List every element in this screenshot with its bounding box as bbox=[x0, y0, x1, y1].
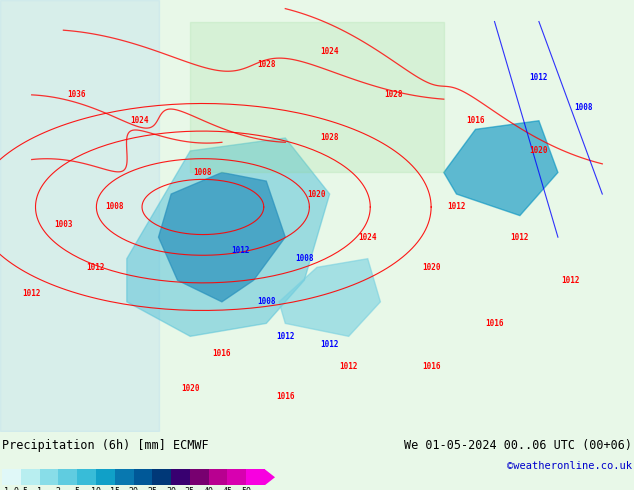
Text: 1024: 1024 bbox=[130, 116, 149, 125]
Bar bbox=[246, 469, 265, 485]
Text: 1008: 1008 bbox=[105, 202, 124, 212]
Text: 1008: 1008 bbox=[257, 297, 276, 306]
Text: 0.5: 0.5 bbox=[13, 487, 29, 490]
Text: 1016: 1016 bbox=[276, 392, 295, 401]
Bar bbox=[209, 469, 228, 485]
Text: 1036: 1036 bbox=[67, 90, 86, 99]
Text: 1012: 1012 bbox=[276, 332, 295, 341]
Bar bbox=[115, 469, 134, 485]
Text: ©weatheronline.co.uk: ©weatheronline.co.uk bbox=[507, 461, 632, 470]
Text: 1012: 1012 bbox=[561, 276, 580, 285]
Text: 1020: 1020 bbox=[529, 147, 548, 155]
Text: 1012: 1012 bbox=[231, 245, 250, 255]
Text: 2: 2 bbox=[56, 487, 61, 490]
Text: 1003: 1003 bbox=[54, 220, 73, 229]
Text: 30: 30 bbox=[166, 487, 176, 490]
Text: 45: 45 bbox=[223, 487, 233, 490]
Bar bbox=[190, 469, 209, 485]
Text: We 01-05-2024 00..06 UTC (00+06): We 01-05-2024 00..06 UTC (00+06) bbox=[404, 439, 632, 452]
Bar bbox=[152, 469, 171, 485]
Text: 1012: 1012 bbox=[320, 341, 339, 349]
Text: 1028: 1028 bbox=[320, 133, 339, 143]
Polygon shape bbox=[444, 121, 558, 216]
Text: Precipitation (6h) [mm] ECMWF: Precipitation (6h) [mm] ECMWF bbox=[2, 439, 209, 452]
Bar bbox=[134, 469, 152, 485]
Text: 15: 15 bbox=[110, 487, 120, 490]
Text: 10: 10 bbox=[91, 487, 101, 490]
Bar bbox=[21, 469, 39, 485]
Bar bbox=[58, 469, 77, 485]
Text: 1012: 1012 bbox=[22, 289, 41, 298]
Polygon shape bbox=[127, 138, 330, 336]
Text: 1016: 1016 bbox=[212, 349, 231, 358]
Polygon shape bbox=[279, 259, 380, 336]
Text: 20: 20 bbox=[129, 487, 138, 490]
Bar bbox=[228, 469, 246, 485]
Text: 35: 35 bbox=[185, 487, 195, 490]
Text: 1008: 1008 bbox=[574, 103, 593, 112]
Text: 1016: 1016 bbox=[466, 116, 485, 125]
Text: 1012: 1012 bbox=[510, 233, 529, 242]
Text: 1028: 1028 bbox=[257, 60, 276, 69]
Text: 1012: 1012 bbox=[447, 202, 466, 212]
Text: 0.1: 0.1 bbox=[0, 487, 10, 490]
Text: 1024: 1024 bbox=[320, 47, 339, 56]
Text: 50: 50 bbox=[241, 487, 251, 490]
Text: 1020: 1020 bbox=[307, 190, 327, 198]
Text: 1024: 1024 bbox=[358, 233, 377, 242]
Text: 25: 25 bbox=[147, 487, 157, 490]
Text: 40: 40 bbox=[204, 487, 214, 490]
Text: 1012: 1012 bbox=[339, 362, 358, 371]
Bar bbox=[39, 469, 58, 485]
Bar bbox=[77, 469, 96, 485]
Polygon shape bbox=[158, 172, 285, 302]
Text: 1008: 1008 bbox=[295, 254, 314, 263]
Text: 5: 5 bbox=[75, 487, 80, 490]
Text: 1012: 1012 bbox=[86, 263, 105, 272]
Text: 1012: 1012 bbox=[529, 73, 548, 82]
Text: 1020: 1020 bbox=[422, 263, 441, 272]
Text: 1008: 1008 bbox=[193, 168, 212, 177]
Bar bbox=[96, 469, 115, 485]
Text: 1016: 1016 bbox=[485, 319, 504, 328]
Bar bbox=[171, 469, 190, 485]
Text: 1: 1 bbox=[37, 487, 42, 490]
Polygon shape bbox=[265, 469, 275, 485]
Bar bbox=[2, 469, 21, 485]
Text: 1016: 1016 bbox=[422, 362, 441, 371]
Text: 1028: 1028 bbox=[384, 90, 403, 99]
Text: 1020: 1020 bbox=[181, 384, 200, 392]
